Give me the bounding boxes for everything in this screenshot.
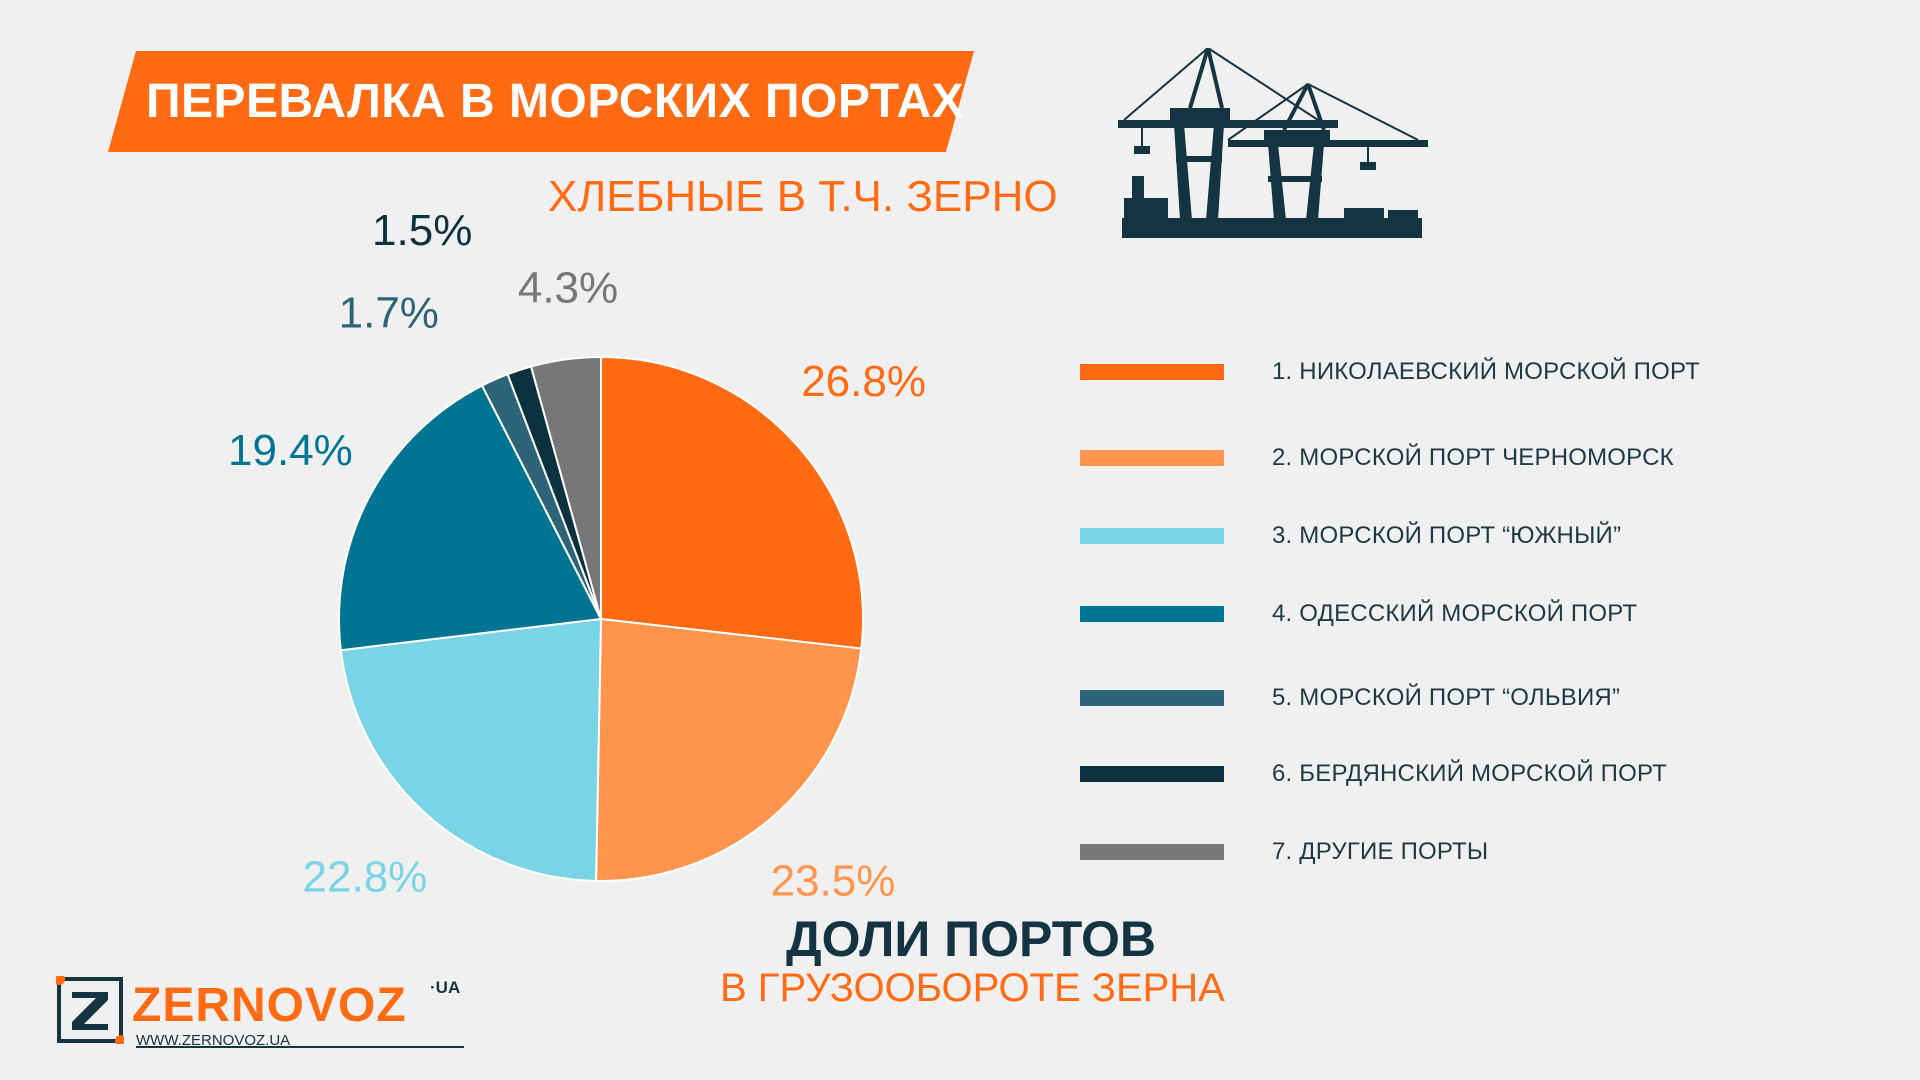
pie-slice-2[interactable] [595,617,863,882]
pie-label-1: 26.8% [801,357,926,406]
footer-title: ДОЛИ ПОРТОВ [786,911,1156,967]
legend-swatch [1080,606,1224,622]
footer-subtitle: В ГРУЗООБОРОТЕ ЗЕРНА [720,966,1225,1010]
pie-label-5: 1.7% [339,289,439,338]
pie-labels: 26.8% 23.5% 22.8% 19.4% 1.7% 1.5% 4.3% [228,206,926,905]
legend-swatch [1080,844,1224,860]
pie-label-2: 23.5% [771,856,896,905]
legend-label: 6. БЕРДЯНСКИЙ МОРСКОЙ ПОРТ [1272,760,1667,787]
pie-slices [338,355,864,882]
legend-label: 4. ОДЕССКИЙ МОРСКОЙ ПОРТ [1272,600,1638,627]
pie-slice-4[interactable] [338,384,603,652]
legend-swatch [1080,364,1224,380]
port-crane-icon [1118,48,1428,238]
legend-swatch [1080,690,1224,706]
pie-slice-1[interactable] [600,355,864,650]
legend-label: 5. МОРСКОЙ ПОРТ “ОЛЬВИЯ” [1272,684,1621,711]
pie-label-7: 4.3% [518,263,618,312]
logo-suffix: ·UA [430,978,461,997]
pie-label-3: 22.8% [303,853,428,902]
legend-label: 2. МОРСКОЙ ПОРТ ЧЕРНОМОРСК [1272,444,1674,471]
legend-label: 3. МОРСКОЙ ПОРТ “ЮЖНЫЙ” [1272,522,1622,549]
title-banner: ПЕРЕВАЛКА В МОРСКИХ ПОРТАХ [108,51,974,152]
pie-slice-3[interactable] [339,617,603,882]
page-title: ПЕРЕВАЛКА В МОРСКИХ ПОРТАХ [146,75,965,128]
pie-label-6: 1.5% [372,206,472,255]
legend-label: 1. НИКОЛАЕВСКИЙ МОРСКОЙ ПОРТ [1272,358,1700,385]
legend-swatch [1080,528,1224,544]
legend-swatch [1080,450,1224,466]
legend-label: 7. ДРУГИЕ ПОРТЫ [1272,838,1489,865]
legend-swatch [1080,766,1224,782]
title-banner-shape [108,51,974,152]
z-logo-icon [56,976,124,1044]
pie-slice-7[interactable] [529,355,602,620]
logo-url[interactable]: WWW.ZERNOVOZ.UA [136,1032,291,1049]
logo-name: ZERNOVOZ [132,979,407,1032]
pie-label-4: 19.4% [228,426,353,475]
logo[interactable]: ZERNOVOZ ·UA WWW.ZERNOVOZ.UA [56,976,476,1050]
logo-underline [136,1046,464,1048]
page-subtitle: ХЛЕБНЫЕ В Т.Ч. ЗЕРНО [548,172,1058,221]
